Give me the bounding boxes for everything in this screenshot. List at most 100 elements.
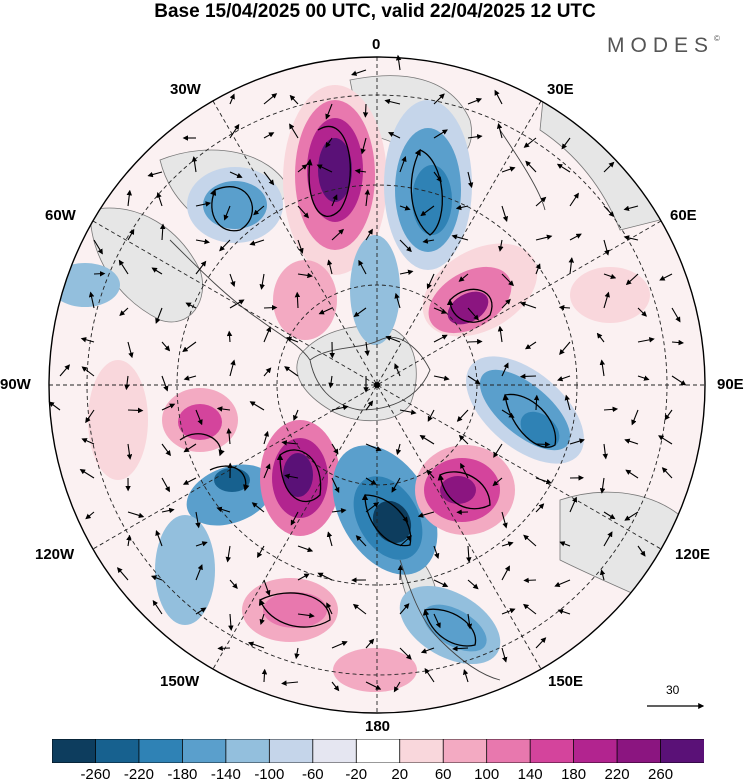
wind-vector: [433, 613, 441, 629]
wind-vector: [284, 366, 299, 377]
wind-vector: [519, 301, 537, 309]
wind-vector: [364, 189, 371, 207]
wind-vector: [394, 292, 401, 309]
wind-vector: [623, 235, 639, 241]
wind-vector: [671, 339, 684, 346]
wind-vector: [351, 69, 367, 76]
wind-vector: [126, 443, 133, 460]
wind-vector: [603, 531, 613, 547]
wind-vector: [365, 502, 380, 513]
wind-vector: [318, 307, 333, 315]
wind-vector: [525, 160, 537, 173]
colorbar-tick-label: -20: [345, 766, 368, 783]
wind-vector: [467, 171, 474, 189]
wind-vector: [556, 163, 571, 173]
wind-vector: [152, 599, 163, 615]
wind-vector: [127, 511, 145, 519]
map-title: Base 15/04/2025 00 UTC, valid 22/04/2025…: [154, 1, 596, 22]
wind-vector: [327, 259, 333, 275]
anomaly-field: [49, 57, 705, 713]
wind-vector: [420, 647, 435, 654]
wind-vector: [326, 602, 333, 615]
wind-vector: [365, 400, 374, 411]
wind-vector: [492, 477, 503, 487]
wind-vector: [195, 260, 207, 275]
wind-vector: [183, 375, 197, 381]
wind-vector: [420, 205, 435, 217]
wind-vector: [501, 511, 508, 529]
wind-vector: [331, 508, 347, 514]
wind-vector: [535, 637, 547, 649]
wind-vector: [417, 511, 435, 518]
wind-vector: [399, 205, 411, 211]
coastlines: [169, 129, 546, 681]
wind-vector: [159, 223, 166, 241]
wind-vector: [263, 430, 269, 445]
wind-vector: [88, 291, 95, 309]
wind-vector: [388, 132, 401, 139]
colorbar-swatch: [138, 739, 184, 763]
wind-vector: [399, 603, 410, 615]
wind-vector: [219, 239, 231, 252]
wind-vector: [191, 156, 198, 173]
wind-vector: [229, 123, 240, 139]
wind-vector: [391, 477, 401, 493]
wind-vector: [325, 137, 333, 148]
wind-vector: [623, 205, 639, 212]
wind-vector: [395, 443, 402, 456]
colorbar-tick-label: 140: [517, 766, 543, 783]
wind-vector: [294, 647, 300, 660]
wind-vector: [559, 541, 571, 547]
wind-vector: [433, 93, 445, 105]
wind-vector: [331, 443, 339, 455]
colorbar-tick-label: -60: [301, 766, 324, 783]
colorbar-swatch: [181, 739, 227, 763]
wind-vector: [426, 469, 435, 479]
wind-vector: [293, 409, 299, 421]
lon-label-60e: 60E: [670, 207, 697, 224]
wind-vector: [247, 641, 265, 649]
wind-vector: [127, 341, 134, 359]
colorbar-tick-label: 60: [434, 766, 452, 783]
colorbar-swatch: [660, 739, 704, 763]
wind-vectors: [48, 54, 687, 693]
lon-label-150w: 150W: [160, 673, 200, 690]
wind-vector: [524, 341, 537, 350]
wind-vector: [289, 94, 299, 105]
wind-vector: [569, 233, 582, 241]
colorbar-tick-label: -260: [80, 766, 111, 783]
wind-vector: [331, 228, 345, 241]
wind-vector: [150, 575, 163, 581]
colorbar-swatch: [312, 739, 358, 763]
wind-vector: [625, 469, 639, 479]
wind-vector: [229, 273, 236, 288]
wind-vector: [561, 137, 571, 150]
wind-vector: [85, 409, 95, 424]
wind-vector: [297, 164, 308, 173]
wind-vector: [535, 441, 551, 448]
colorbar-tick-label: 260: [648, 766, 674, 783]
wind-vector: [161, 375, 169, 392]
wind-vector: [419, 435, 435, 445]
colorbar-swatch: [529, 739, 575, 763]
wind-vector: [364, 341, 370, 357]
wind-vector: [456, 409, 469, 422]
wind-vector: [285, 336, 299, 343]
wind-vector: [217, 645, 231, 652]
wind-vector: [297, 272, 313, 279]
colorbar-swatch: [52, 739, 97, 763]
wind-vector: [226, 428, 232, 445]
wind-vector: [535, 234, 553, 241]
wind-vector: [263, 171, 275, 186]
wind-vector: [365, 228, 373, 241]
lon-label-90e: 90E: [717, 376, 744, 393]
wind-vector: [297, 573, 310, 581]
wind-vector: [427, 409, 435, 422]
wind-vector: [284, 473, 299, 480]
colorbar-swatch: [225, 739, 271, 763]
wind-vector: [433, 307, 448, 314]
wind-vector: [182, 341, 197, 353]
wind-vector: [195, 607, 207, 615]
colorbar-swatch: [355, 739, 401, 763]
wind-vector: [226, 330, 233, 343]
